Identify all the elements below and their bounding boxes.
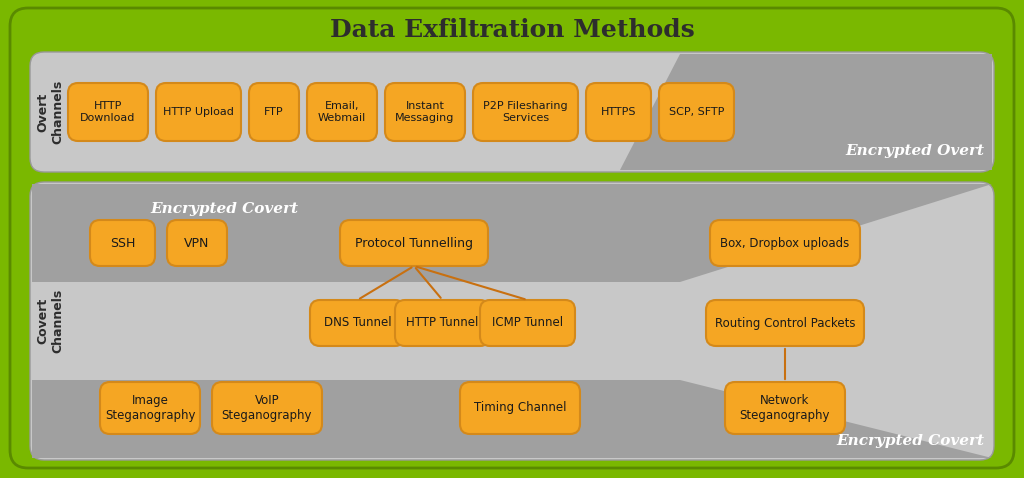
Text: Timing Channel: Timing Channel (474, 402, 566, 414)
FancyBboxPatch shape (100, 382, 200, 434)
Polygon shape (620, 54, 992, 170)
Text: HTTP Upload: HTTP Upload (163, 107, 233, 117)
Polygon shape (32, 380, 992, 458)
FancyBboxPatch shape (68, 83, 148, 141)
FancyBboxPatch shape (30, 182, 994, 460)
Text: VPN: VPN (184, 237, 210, 250)
Text: Data Exfiltration Methods: Data Exfiltration Methods (330, 18, 694, 42)
Text: Overt
Channels: Overt Channels (36, 80, 63, 144)
Text: Encrypted Overt: Encrypted Overt (845, 144, 984, 158)
FancyBboxPatch shape (212, 382, 322, 434)
Text: ICMP Tunnel: ICMP Tunnel (492, 316, 563, 329)
Text: DNS Tunnel: DNS Tunnel (324, 316, 391, 329)
FancyBboxPatch shape (30, 52, 994, 172)
FancyBboxPatch shape (156, 83, 241, 141)
Text: VoIP
Steganography: VoIP Steganography (222, 394, 312, 422)
FancyBboxPatch shape (310, 300, 406, 346)
FancyBboxPatch shape (395, 300, 490, 346)
Text: Encrypted Covert: Encrypted Covert (150, 202, 298, 216)
FancyBboxPatch shape (307, 83, 377, 141)
Text: Routing Control Packets: Routing Control Packets (715, 316, 855, 329)
Text: Protocol Tunnelling: Protocol Tunnelling (355, 237, 473, 250)
Text: HTTPS: HTTPS (601, 107, 636, 117)
Polygon shape (32, 184, 992, 282)
FancyBboxPatch shape (710, 220, 860, 266)
Text: SSH: SSH (110, 237, 135, 250)
Text: Encrypted Covert: Encrypted Covert (836, 434, 984, 448)
FancyBboxPatch shape (586, 83, 651, 141)
Text: FTP: FTP (264, 107, 284, 117)
Text: Image
Steganography: Image Steganography (104, 394, 196, 422)
FancyBboxPatch shape (385, 83, 465, 141)
FancyBboxPatch shape (90, 220, 155, 266)
Text: Network
Steganography: Network Steganography (739, 394, 830, 422)
FancyBboxPatch shape (706, 300, 864, 346)
FancyBboxPatch shape (167, 220, 227, 266)
Text: HTTP Tunnel: HTTP Tunnel (407, 316, 478, 329)
Text: Covert
Channels: Covert Channels (36, 289, 63, 353)
Text: Box, Dropbox uploads: Box, Dropbox uploads (720, 237, 850, 250)
Text: SCP, SFTP: SCP, SFTP (669, 107, 724, 117)
FancyBboxPatch shape (249, 83, 299, 141)
FancyBboxPatch shape (340, 220, 488, 266)
FancyBboxPatch shape (460, 382, 580, 434)
FancyBboxPatch shape (659, 83, 734, 141)
Text: Instant
Messaging: Instant Messaging (395, 101, 455, 123)
FancyBboxPatch shape (10, 8, 1014, 468)
Text: HTTP
Download: HTTP Download (80, 101, 136, 123)
Text: P2P Filesharing
Services: P2P Filesharing Services (483, 101, 568, 123)
FancyBboxPatch shape (725, 382, 845, 434)
Text: Email,
Webmail: Email, Webmail (317, 101, 367, 123)
FancyBboxPatch shape (480, 300, 575, 346)
FancyBboxPatch shape (473, 83, 578, 141)
